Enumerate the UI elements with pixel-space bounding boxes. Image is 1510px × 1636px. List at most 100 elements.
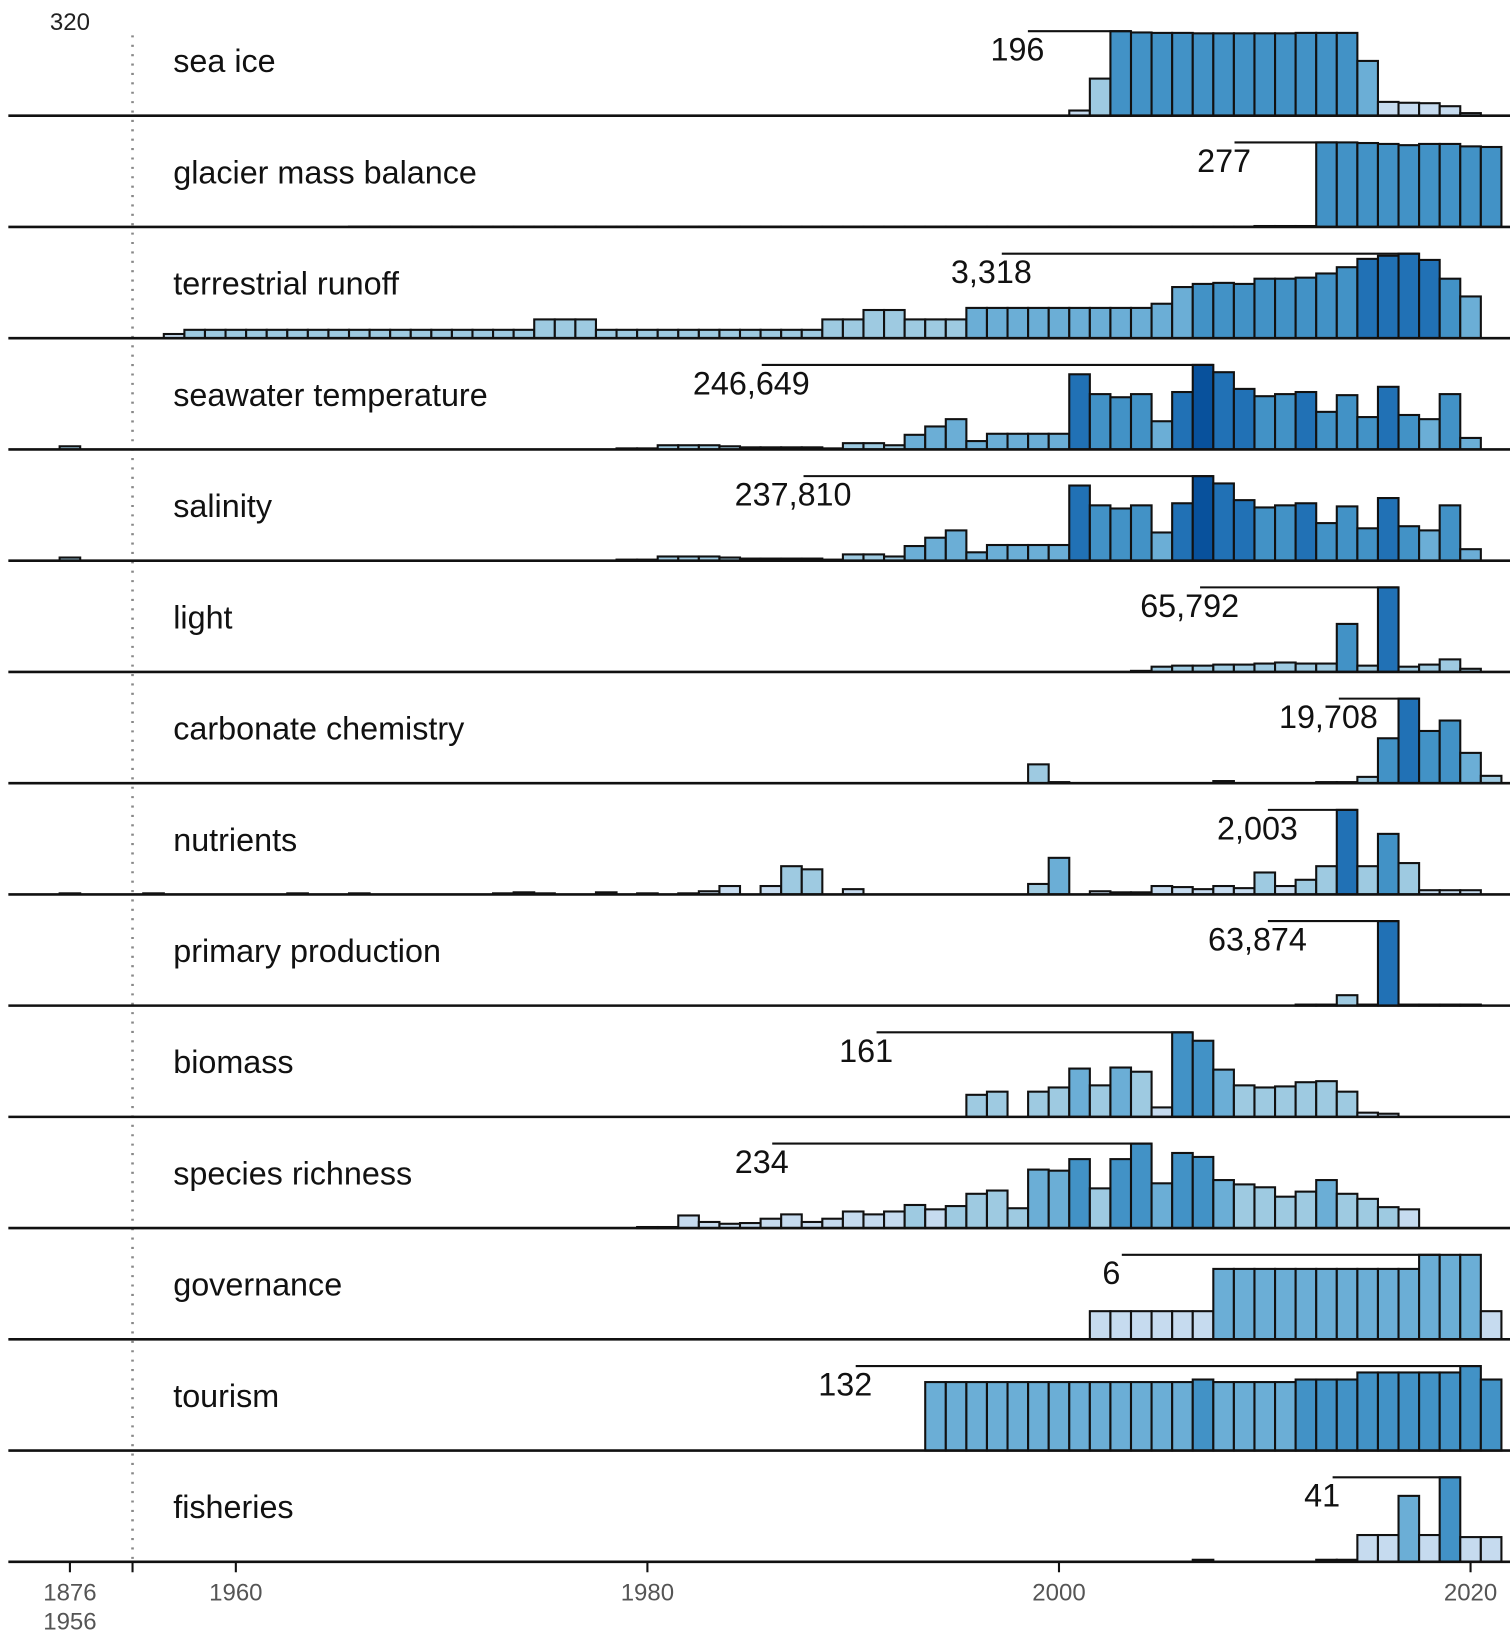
bar — [1253, 277, 1277, 340]
bar — [1212, 32, 1235, 117]
bar — [1294, 31, 1318, 117]
bar — [1150, 1310, 1174, 1341]
bar — [1027, 543, 1050, 562]
bar — [1356, 1197, 1379, 1230]
panel-label: nutrients — [173, 822, 297, 858]
bar — [1438, 142, 1462, 228]
bar — [944, 529, 968, 562]
bar — [1150, 1106, 1174, 1118]
bar — [903, 1203, 927, 1230]
bar — [944, 318, 968, 340]
bar — [1376, 385, 1400, 451]
x-break-label: 1876 — [43, 1580, 96, 1607]
bar — [1397, 1371, 1421, 1452]
bar — [1047, 856, 1071, 896]
bar — [1150, 302, 1174, 340]
panel-label: seawater temperature — [173, 377, 487, 413]
panel-label: fisheries — [173, 1489, 293, 1525]
max-label: 41 — [1304, 1478, 1340, 1514]
bar — [1397, 144, 1421, 228]
bar — [1335, 808, 1359, 896]
bar — [1438, 393, 1462, 451]
bar — [1253, 1086, 1277, 1118]
bar — [1109, 507, 1133, 562]
bar — [1356, 59, 1379, 117]
bar — [1397, 862, 1421, 896]
bar — [1027, 306, 1050, 340]
bar — [1171, 1031, 1194, 1118]
max-label: 132 — [818, 1366, 872, 1402]
bar — [1109, 1158, 1133, 1230]
bar — [1376, 100, 1400, 117]
bar — [1294, 1190, 1318, 1230]
bar — [1047, 432, 1071, 451]
bar — [1129, 504, 1153, 562]
bar — [1376, 1371, 1400, 1452]
bar — [924, 318, 947, 340]
bar — [1315, 1267, 1338, 1341]
bar — [1335, 141, 1359, 228]
bar — [1253, 32, 1277, 117]
bar — [1068, 484, 1091, 562]
bar — [1438, 658, 1462, 673]
bar — [1315, 410, 1338, 451]
bar — [1088, 1187, 1112, 1230]
bar — [1294, 276, 1318, 340]
bar — [1171, 1151, 1194, 1230]
bar — [553, 318, 577, 340]
bar — [1418, 1533, 1441, 1563]
bar — [1274, 1085, 1297, 1118]
bar — [1027, 432, 1050, 451]
bar — [924, 1381, 947, 1452]
bar — [1315, 1179, 1338, 1230]
bar — [1294, 1378, 1318, 1452]
bar — [944, 1205, 968, 1230]
bar — [1356, 527, 1379, 562]
bar — [1171, 1310, 1194, 1341]
bar — [1027, 1381, 1050, 1452]
bar — [1274, 393, 1297, 451]
bar — [1088, 393, 1112, 451]
bar — [821, 1217, 844, 1230]
bar — [1274, 1381, 1297, 1452]
bar — [1253, 395, 1277, 451]
bar — [1191, 1310, 1215, 1341]
bar — [1356, 865, 1379, 896]
bar — [1088, 1084, 1112, 1118]
bar — [1068, 306, 1091, 340]
bar — [1335, 1192, 1359, 1230]
bar — [1274, 277, 1297, 340]
bar — [821, 318, 844, 340]
bar — [1315, 865, 1338, 896]
bar — [1438, 719, 1462, 785]
bar — [1376, 497, 1400, 562]
bar — [1129, 1381, 1153, 1452]
bar — [1191, 1155, 1215, 1230]
bar — [1109, 396, 1133, 451]
bar — [1418, 102, 1441, 117]
bar — [1109, 1310, 1133, 1341]
bar — [985, 543, 1009, 562]
bar — [1438, 277, 1462, 340]
panel-label: primary production — [173, 933, 441, 969]
bar — [1150, 31, 1174, 117]
bar — [1129, 1310, 1153, 1341]
bar — [1479, 1310, 1503, 1341]
bar — [1191, 1039, 1215, 1118]
bar — [1047, 1086, 1071, 1118]
bar — [1212, 1267, 1235, 1341]
bar — [1335, 266, 1359, 340]
bar — [1171, 1381, 1194, 1452]
bar — [1150, 1182, 1174, 1230]
bar — [1459, 145, 1482, 228]
bar — [1232, 32, 1256, 117]
bar — [903, 433, 927, 451]
bar — [1335, 31, 1359, 117]
bar — [1274, 1267, 1297, 1341]
x-tick-label: 1960 — [209, 1580, 262, 1607]
bar — [1397, 1494, 1421, 1563]
bar — [1335, 1267, 1359, 1341]
bar — [924, 536, 947, 562]
bar — [1335, 1090, 1359, 1118]
bar — [1274, 1195, 1297, 1230]
